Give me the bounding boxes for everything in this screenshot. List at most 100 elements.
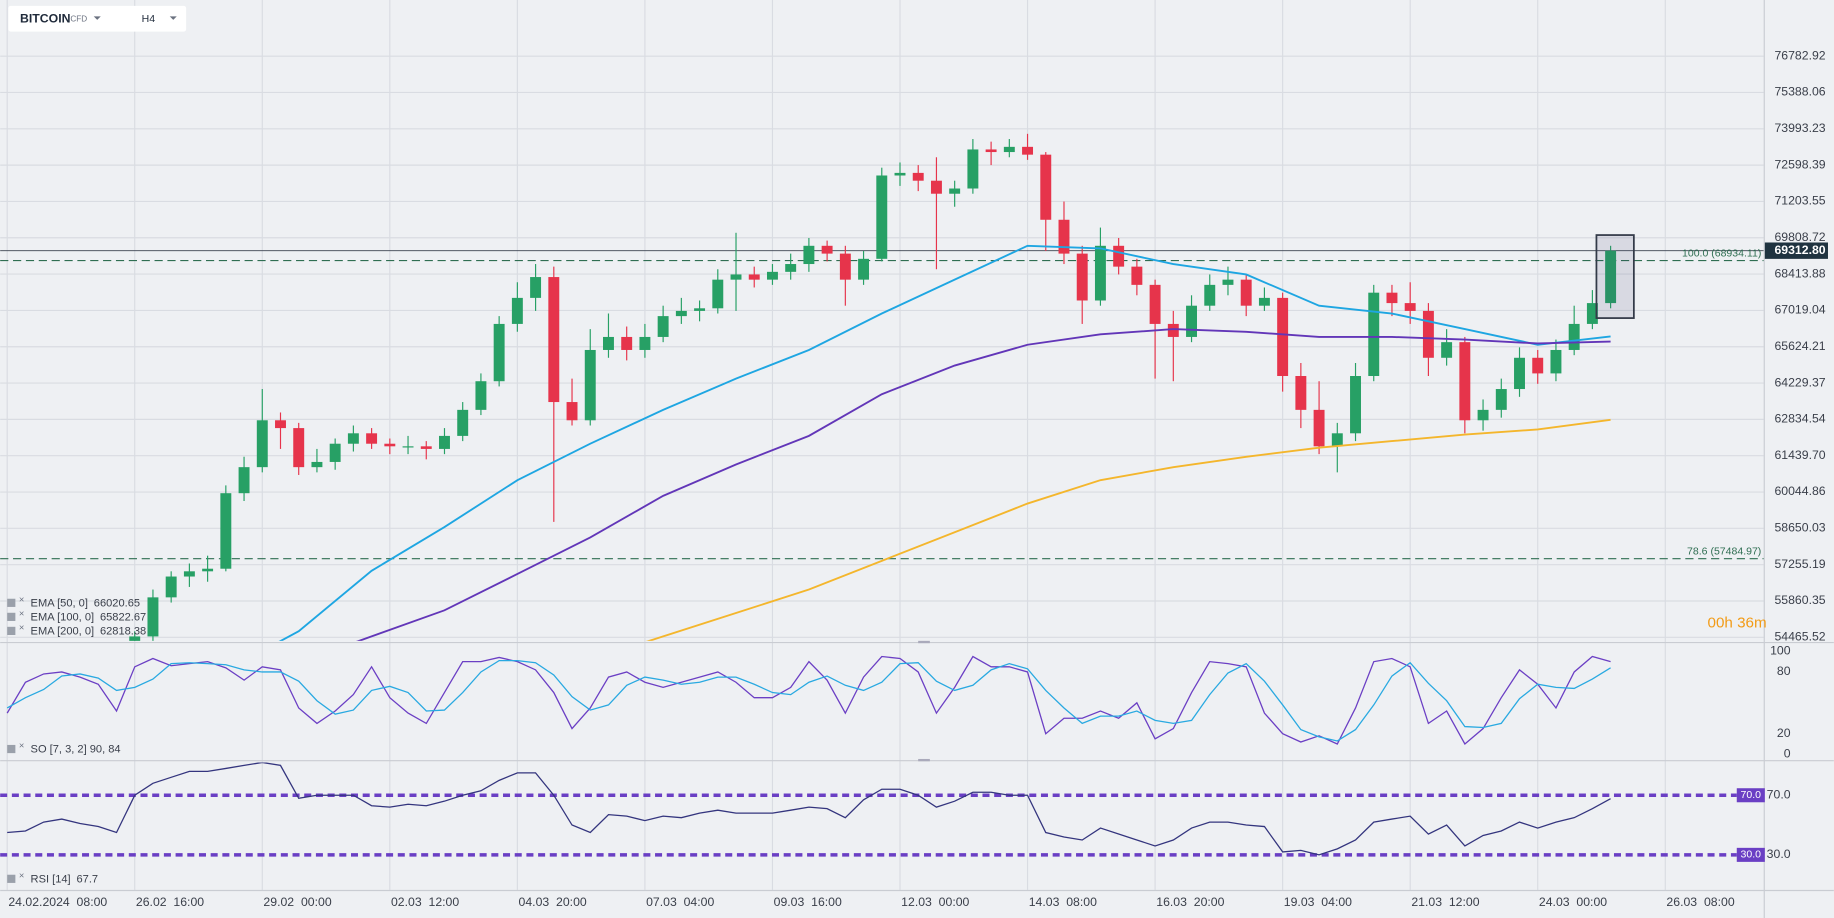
y-tick-label: 70.0 xyxy=(1767,787,1791,801)
y-tick-label: 30.0 xyxy=(1767,847,1791,861)
candle-body xyxy=(657,316,669,337)
y-tick-label: 69808.72 xyxy=(1774,230,1825,244)
legend-value: 67.7 xyxy=(77,873,99,885)
candle-body xyxy=(1022,146,1034,155)
candle-body xyxy=(603,336,614,350)
candle-body xyxy=(183,571,195,577)
candle-body xyxy=(675,310,687,317)
candle-body xyxy=(1586,303,1598,324)
candle-body xyxy=(202,568,214,572)
legend-close: × xyxy=(19,622,24,632)
legend-entry: EMA [200, 0] 62818.38 xyxy=(31,625,147,637)
y-tick-label: 20 xyxy=(1777,726,1791,740)
candle-body xyxy=(475,381,487,410)
indicator-line xyxy=(7,762,1611,856)
legend-value: 66020.65 xyxy=(94,597,140,609)
y-tick-label: 68413.88 xyxy=(1774,266,1825,280)
candle-body xyxy=(147,597,159,637)
legend-name: EMA [200, 0] xyxy=(31,625,95,637)
legend-entry: EMA [100, 0] 65822.67 xyxy=(31,611,147,623)
candle-body xyxy=(1295,376,1307,410)
candle-body xyxy=(1495,389,1507,410)
candle-body xyxy=(1167,323,1179,337)
candle-body xyxy=(694,308,706,311)
candle-body xyxy=(548,277,560,403)
candle-body xyxy=(1149,284,1161,324)
candle-body xyxy=(1240,279,1252,306)
legend-icon xyxy=(7,744,16,754)
candle-body xyxy=(1258,297,1270,306)
x-tick-label: 04.03 20:00 xyxy=(519,895,587,909)
candle-body xyxy=(821,245,833,254)
candle-body xyxy=(858,258,870,280)
pane-handle[interactable] xyxy=(918,640,930,644)
legend-close: × xyxy=(19,608,24,618)
rsi-pane xyxy=(7,762,1611,856)
candle-body xyxy=(985,149,997,153)
x-tick-label: 12.03 00:00 xyxy=(901,895,969,909)
symbol[interactable]: BITCOIN xyxy=(20,12,71,26)
legend-icon xyxy=(7,874,16,883)
x-tick-label: 02.03 12:00 xyxy=(391,895,459,909)
candle-body xyxy=(493,323,505,382)
y-tick-label: 0 xyxy=(1784,747,1791,761)
legend-icon xyxy=(7,598,16,607)
x-tick-label: 26.02 16:00 xyxy=(136,895,204,909)
candle-timer: 00h 36m xyxy=(1708,614,1767,631)
pane-handle[interactable] xyxy=(918,758,930,762)
candle-body xyxy=(621,336,633,350)
instrument-selector[interactable]: BITCOIN CFD H4 xyxy=(8,5,187,32)
candle-body xyxy=(876,175,888,259)
legend-name: EMA [100, 0] xyxy=(31,611,95,623)
candle-body xyxy=(930,180,942,194)
candle-body xyxy=(1441,342,1453,358)
y-tick-label: 73993.23 xyxy=(1774,121,1825,135)
candle-body xyxy=(1003,146,1015,153)
candle-body xyxy=(1313,409,1325,447)
candle-body xyxy=(1422,310,1434,358)
legend-value: 65822.67 xyxy=(100,611,146,623)
y-tick-label: 57255.19 xyxy=(1774,557,1825,571)
candle-body xyxy=(949,188,961,194)
dropdown-arrow[interactable] xyxy=(169,16,177,20)
selection-box[interactable] xyxy=(1595,234,1635,319)
legend-close: × xyxy=(19,741,24,751)
legend-icon xyxy=(7,612,16,621)
level-box-label: 70.0 xyxy=(1741,789,1762,801)
indicator-line xyxy=(6,655,1611,745)
candle-body xyxy=(511,297,523,324)
y-tick-label: 58650.03 xyxy=(1774,521,1825,535)
candle-body xyxy=(566,402,578,421)
indicator-line xyxy=(356,328,1611,641)
x-tick-label: 21.03 12:00 xyxy=(1411,895,1479,909)
candle-body xyxy=(1040,154,1052,220)
candle-body xyxy=(439,435,450,449)
candle-body xyxy=(1550,349,1562,374)
legend-close: × xyxy=(19,594,24,604)
candle-body xyxy=(1204,284,1216,306)
y-tick-label: 65624.21 xyxy=(1774,339,1825,353)
y-tick-label: 54465.52 xyxy=(1774,630,1825,644)
candle-body xyxy=(1386,292,1398,304)
y-tick-label: 72598.39 xyxy=(1774,157,1825,171)
dropdown-arrow[interactable] xyxy=(93,16,101,20)
current-price-box xyxy=(1764,242,1828,259)
y-tick-label: 60044.86 xyxy=(1774,484,1825,498)
candle-body xyxy=(839,253,851,280)
candle-body xyxy=(256,420,268,468)
candle-body xyxy=(420,446,432,449)
timeframe[interactable]: H4 xyxy=(142,13,156,25)
x-tick-label: 26.03 08:00 xyxy=(1666,895,1734,909)
candle-body xyxy=(311,461,323,468)
y-tick-label: 100 xyxy=(1770,644,1791,658)
instrument-kind: CFD xyxy=(70,14,87,23)
candle-body xyxy=(530,277,542,298)
level-box xyxy=(1736,788,1765,803)
candle-body xyxy=(1113,245,1125,267)
legend-name: EMA [50, 0] xyxy=(31,597,88,609)
candle-body xyxy=(329,443,341,462)
fib-level-label: 78.6 (57484.97) xyxy=(1687,545,1761,557)
candle-body xyxy=(1404,303,1416,311)
